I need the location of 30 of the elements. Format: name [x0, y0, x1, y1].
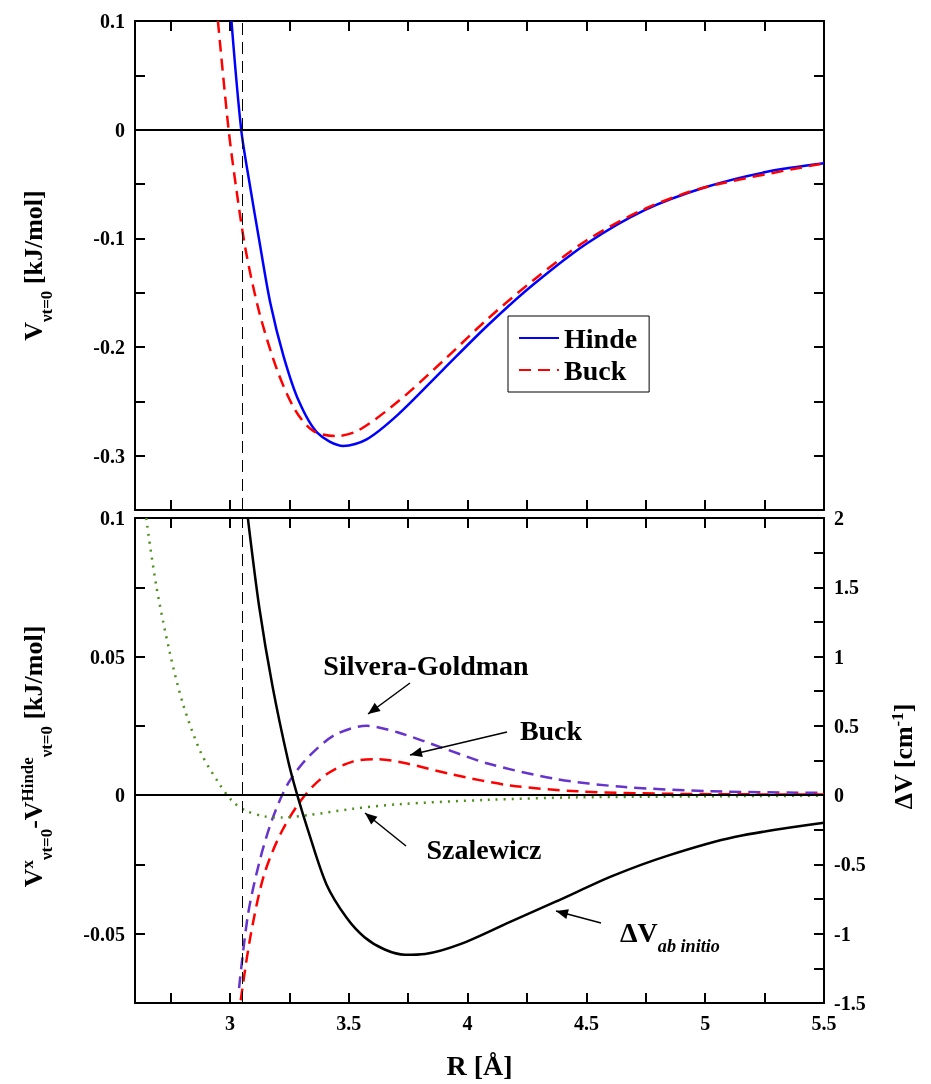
- y-tick-label: -0.05: [83, 922, 125, 945]
- annotation: Szalewicz: [426, 834, 542, 865]
- y-tick-label: 0.05: [90, 645, 125, 668]
- annotation: ΔV$_{ab initio}$: [620, 917, 720, 956]
- y-tick-label: -0.3: [93, 444, 125, 467]
- y-tick-label: -0.1: [93, 227, 125, 250]
- legend-label: Hinde: [564, 322, 638, 354]
- y2-tick-label: 0.5: [834, 714, 859, 737]
- x-tick-label: 4: [462, 1012, 473, 1034]
- x-axis-title: R [Å]: [446, 1050, 513, 1081]
- y2-tick-label: 1: [834, 645, 844, 668]
- x-tick-label: 3: [225, 1012, 236, 1034]
- y2-tick-label: -1.5: [834, 992, 866, 1014]
- x-tick-label: 4.5: [573, 1012, 599, 1034]
- legend-label: Buck: [564, 354, 627, 386]
- y2-tick-label: -0.5: [834, 853, 866, 876]
- annotation: Buck: [519, 715, 583, 746]
- y2-tick-label: -1: [834, 922, 851, 945]
- x-tick-label: 5: [700, 1012, 711, 1034]
- y-tick-label: 0: [115, 784, 125, 807]
- x-tick-label: 5.5: [811, 1012, 837, 1034]
- y-tick-label: -0.2: [93, 336, 125, 358]
- y-tick-label: 0.1: [100, 507, 125, 529]
- y-tick-label: 0: [115, 118, 125, 141]
- y2-tick-label: 2: [834, 507, 844, 529]
- y2-tick-label: 0: [834, 784, 844, 807]
- y2-tick-label: 1.5: [834, 576, 859, 599]
- y-tick-label: 0.1: [100, 10, 125, 32]
- annotation: Silvera-Goldman: [323, 650, 530, 681]
- x-tick-label: 3.5: [336, 1012, 362, 1034]
